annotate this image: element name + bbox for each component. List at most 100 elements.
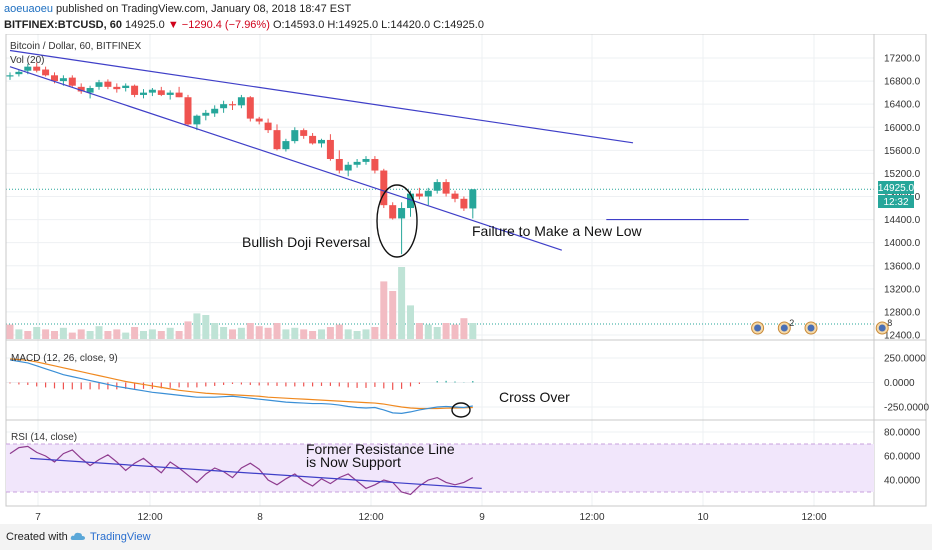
event-flag-inner	[780, 324, 788, 332]
annotation-failure-low: Failure to Make a New Low	[472, 223, 643, 239]
time-tick-label: 10	[697, 512, 709, 523]
time-tick-label: 12:00	[137, 512, 162, 523]
candle-body	[415, 193, 423, 197]
candle-body	[104, 81, 112, 87]
tradingview-link[interactable]: TradingView	[90, 531, 151, 543]
volume-bar	[326, 327, 334, 339]
volume-bar	[389, 291, 397, 339]
price-tick-label: 16400.0	[884, 100, 921, 111]
price-tick-label: 12400.0	[884, 331, 921, 342]
volume-bar	[237, 327, 245, 339]
candle-body	[246, 97, 254, 119]
candle-body	[229, 104, 236, 106]
price-tick-label: 15600.0	[884, 146, 921, 157]
volume-bar	[415, 323, 423, 339]
price-tick-label: 17200.0	[884, 54, 921, 65]
candle-body	[380, 170, 388, 206]
chart-grid	[6, 34, 874, 506]
candle-body	[193, 115, 201, 125]
volume-bar	[68, 332, 76, 339]
volume-bar	[184, 321, 192, 339]
candle-body	[309, 135, 317, 144]
volume-bar	[282, 329, 290, 339]
candle-body	[6, 75, 14, 77]
volume-bar	[166, 327, 174, 339]
candle-body	[389, 205, 397, 219]
volume-bar	[59, 327, 67, 339]
ohlc-values: O:14593.0 H:14925.0 L:14420.0 C:14925.0	[272, 19, 484, 31]
price-tick-label: 13200.0	[884, 284, 921, 295]
volume-bar	[15, 329, 23, 339]
created-with-label: Created with	[6, 531, 68, 543]
candle-body	[24, 66, 32, 71]
volume-bar	[229, 329, 236, 339]
candle-body	[202, 112, 210, 116]
volume-bar	[42, 329, 50, 339]
candle-body	[424, 190, 432, 197]
volume-bar	[122, 332, 130, 339]
candle-body	[211, 108, 219, 114]
candle-body	[433, 182, 441, 191]
candle-body	[184, 97, 192, 125]
volume-bar	[371, 327, 379, 339]
publish-line: aoeuaoeu published on TradingView.com, J…	[4, 3, 351, 15]
volume-bar	[451, 324, 459, 339]
rsi-tick-label: 40.0000	[884, 476, 921, 487]
volume-bar	[157, 331, 165, 339]
volume-bar	[104, 331, 112, 339]
volume-bar	[344, 329, 352, 339]
volume-bar	[148, 329, 156, 339]
lower-trendline	[9, 66, 562, 251]
candle-body	[95, 82, 103, 87]
rsi-tick-label: 80.0000	[884, 428, 921, 439]
candle-body	[300, 130, 308, 136]
volume-bar	[6, 324, 14, 339]
volume-bar	[24, 331, 32, 339]
candle-body	[51, 75, 58, 82]
volume-bar	[95, 326, 103, 339]
time-axis: 7 12:00 8 12:00 9 12:00 10 12:00	[35, 512, 827, 523]
candle-body	[326, 139, 334, 159]
symbol-line: BITFINEX:BTCUSD, 60 14925.0 ▼ −1290.4 (−…	[4, 19, 484, 31]
volume-bar	[300, 329, 308, 339]
trading-chart[interactable]: 17200.0 16800.0 16400.0 16000.0 15600.0 15200…	[0, 34, 932, 524]
candle-body	[59, 78, 67, 82]
candle-body	[68, 77, 76, 86]
volume-bar	[113, 329, 121, 339]
macd-line	[9, 359, 473, 414]
price-tick-label: 13600.0	[884, 261, 921, 272]
price-change: ▼ −1290.4 (−7.96%)	[167, 19, 270, 31]
volume-bar	[202, 315, 210, 339]
time-tick-label: 9	[479, 512, 485, 523]
volume-bar	[362, 329, 370, 339]
volume-bar	[86, 331, 94, 339]
last-price: 14925.0	[125, 19, 165, 31]
volume-bar	[309, 331, 317, 339]
candle-body	[175, 92, 183, 98]
event-flag-inner	[878, 324, 886, 332]
crossover-circle	[451, 402, 471, 418]
candle-body	[42, 69, 50, 76]
time-tick-label: 12:00	[579, 512, 604, 523]
price-tick-label: 12800.0	[884, 307, 921, 318]
volume-bar	[255, 326, 263, 339]
volume-label: Vol (20)	[10, 55, 44, 66]
candle-body	[86, 88, 94, 93]
candle-body	[255, 118, 263, 122]
doji-circle	[376, 184, 418, 258]
footer-bar: Created with TradingView	[0, 524, 932, 550]
candle-body	[451, 193, 459, 199]
candle-body	[353, 161, 361, 165]
author-link[interactable]: aoeuaoeu	[4, 3, 53, 15]
event-badges[interactable]: 285214	[751, 318, 932, 335]
volume-bar	[77, 329, 85, 339]
volume-bar	[318, 329, 325, 339]
candle-body	[77, 86, 85, 92]
candle-body	[442, 182, 450, 194]
symbol-name: BITFINEX:BTCUSD, 60	[4, 19, 122, 31]
event-flag-inner	[754, 324, 762, 332]
volume-bar	[140, 331, 147, 339]
volume-bar	[220, 327, 228, 339]
rsi-band	[6, 444, 874, 492]
volume-bar	[433, 327, 441, 339]
